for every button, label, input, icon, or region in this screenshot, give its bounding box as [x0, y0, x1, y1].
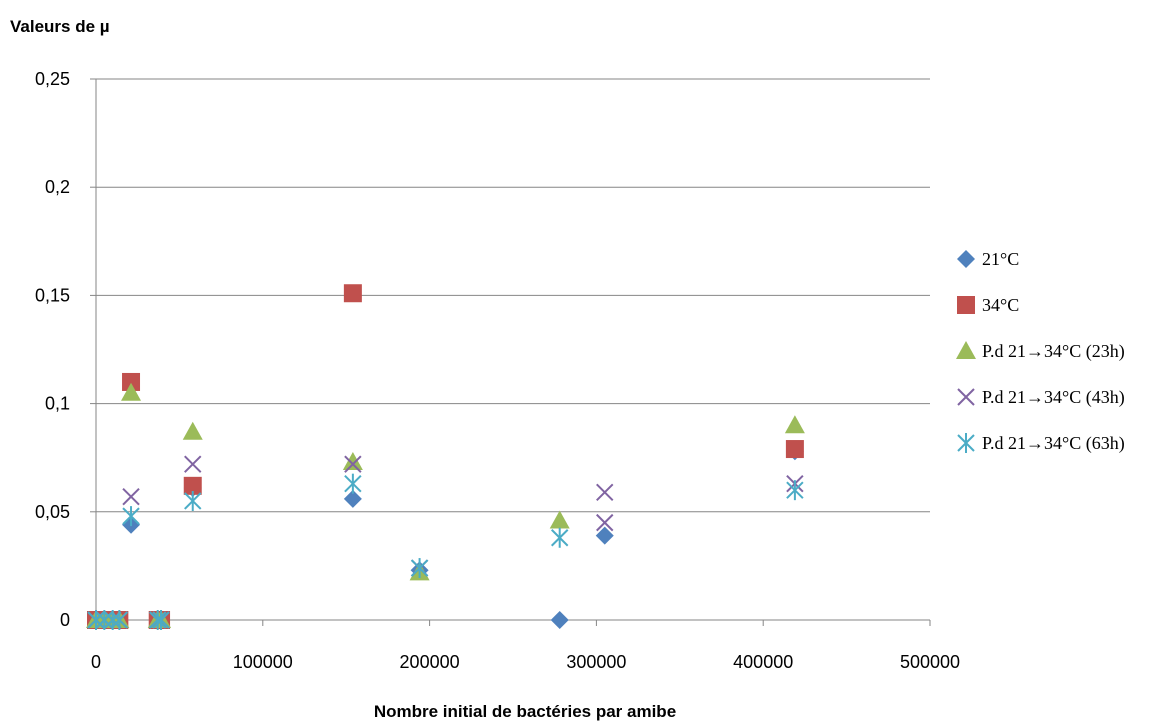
data-point-triangle	[784, 415, 805, 434]
data-point-x	[596, 483, 614, 502]
legend-marker-diamond	[957, 250, 975, 268]
data-point-star	[87, 610, 105, 630]
legend-label: P.d 21→34°C (43h)	[982, 387, 1125, 408]
data-points	[86, 284, 805, 630]
data-point-triangle	[121, 382, 142, 401]
legend-item: P.d 21→34°C (23h)	[956, 341, 1125, 362]
legend-label: P.d 21→34°C (23h)	[982, 341, 1125, 362]
x-tick-label: 200000	[400, 652, 460, 672]
x-tick-label: 100000	[233, 652, 293, 672]
data-point-star	[550, 527, 569, 548]
legend-marker-square	[957, 296, 975, 314]
data-point-star	[95, 610, 114, 630]
legend-label: 21°C	[982, 249, 1019, 269]
legend-item: P.d 21→34°C (63h)	[957, 433, 1125, 454]
legend-marker-x	[957, 388, 975, 406]
data-point-triangle	[182, 421, 203, 440]
legend-item: 34°C	[957, 295, 1019, 315]
legend-item: P.d 21→34°C (43h)	[957, 387, 1125, 408]
x-tick-label: 500000	[900, 652, 960, 672]
x-axis-title: Nombre initial de bactéries par amibe	[374, 702, 676, 721]
data-point-star	[184, 490, 202, 511]
data-point-square	[785, 440, 804, 459]
data-point-star	[152, 610, 170, 630]
data-point-star	[122, 506, 140, 527]
data-point-x	[122, 487, 140, 506]
legend-marker-star	[957, 433, 975, 453]
chart-title: Valeurs de µ	[10, 17, 110, 36]
x-tick-label: 300000	[566, 652, 626, 672]
data-point-star	[410, 558, 429, 579]
y-tick-label: 0,1	[45, 394, 70, 414]
axes	[90, 78, 931, 626]
legend: 21°C 34°C P.d 21→34°C (23h) P.d 21→34°C (43…	[956, 249, 1125, 454]
data-point-star	[149, 610, 167, 630]
data-point-square	[122, 372, 141, 391]
legend-label: P.d 21→34°C (63h)	[982, 433, 1125, 454]
data-point-x	[596, 513, 614, 532]
legend-item: 21°C	[957, 249, 1019, 269]
data-point-x	[344, 455, 362, 473]
y-tick-label: 0,25	[35, 69, 70, 89]
data-point-diamond	[550, 611, 569, 629]
data-point-triangle	[549, 510, 570, 529]
x-tick-label: 400000	[733, 652, 793, 672]
legend-marker-triangle	[956, 341, 976, 359]
y-tick-labels: 0 0,05 0,1 0,15 0,2 0,25	[35, 69, 70, 630]
data-point-star	[344, 473, 362, 494]
data-point-x	[184, 455, 202, 473]
data-point-square	[183, 476, 202, 495]
legend-label: 34°C	[982, 295, 1019, 315]
y-tick-label: 0,05	[35, 502, 70, 522]
y-tick-label: 0,2	[45, 177, 70, 197]
x-tick-labels: 0 100000 200000 300000 400000 500000	[91, 652, 960, 672]
gridlines	[96, 78, 930, 513]
data-point-star	[786, 480, 804, 501]
x-tick-label: 0	[91, 652, 101, 672]
y-tick-label: 0	[60, 610, 70, 630]
y-tick-label: 0,15	[35, 285, 70, 305]
data-point-triangle	[342, 452, 363, 471]
data-point-diamond	[595, 526, 614, 545]
data-point-square	[343, 284, 362, 303]
data-point-star	[110, 610, 129, 630]
data-point-diamond	[343, 489, 362, 508]
